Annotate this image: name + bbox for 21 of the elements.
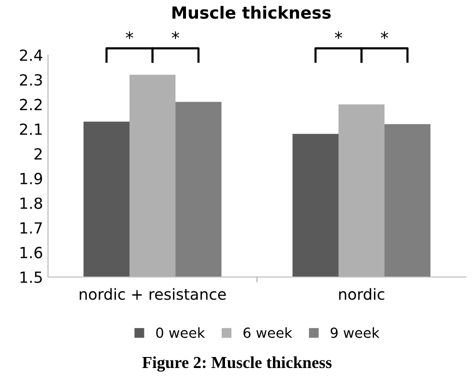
y-tick-label: 1.8 [20, 197, 42, 210]
y-tick-label: 1.5 [20, 272, 42, 284]
y-tick-label: 2.1 [20, 123, 42, 135]
legend-label: 6 week [244, 327, 292, 338]
y-tick-label: 2 [34, 148, 42, 160]
y-tick-label: 2.2 [20, 98, 42, 110]
y-tick-label: 1.9 [20, 172, 42, 184]
legend-label: 9 week [330, 327, 380, 338]
chart-title: Muscle thickness [172, 6, 331, 19]
y-tick-label: 1.6 [20, 246, 42, 258]
legend-label: 0 week [156, 327, 206, 338]
caption: Figure 2: Muscle thickness [142, 356, 332, 372]
text: * [172, 31, 180, 39]
y-tick-label: 2.4 [20, 49, 42, 61]
text: * [334, 31, 342, 39]
text: * [380, 31, 388, 39]
x-tick-label: nordic + resistance [80, 288, 226, 300]
x-tick-label: nordic [339, 288, 384, 300]
y-tick-label: 2.3 [20, 74, 42, 86]
y-tick-label: 1.7 [20, 222, 42, 234]
text: * [126, 31, 134, 39]
